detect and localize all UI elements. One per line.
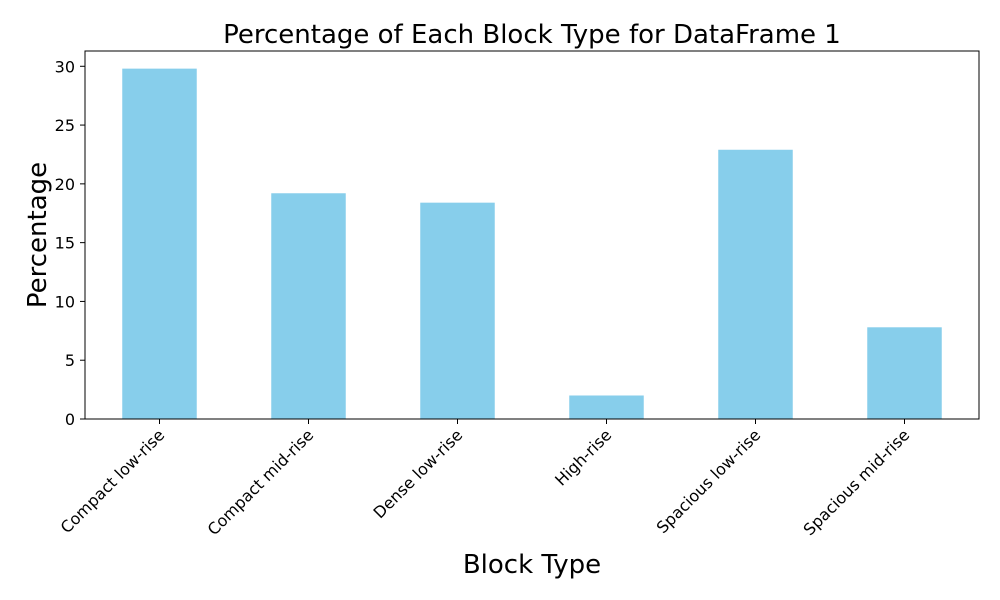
bar-3 (569, 395, 644, 419)
y-axis-label: Percentage (23, 162, 53, 308)
bar-5 (867, 327, 942, 419)
y-axis-ticks: 0 5 10 15 20 25 30 (55, 57, 85, 429)
plot-frame (84, 50, 980, 420)
bar-0 (122, 68, 197, 420)
x-tick-label-1: Compact mid-rise (204, 425, 318, 539)
y-tick-label-0: 0 (65, 410, 75, 429)
y-tick-label-1: 5 (65, 351, 75, 370)
x-tick-label-0: Compact low-rise (57, 425, 169, 537)
x-tick-label-3: High-rise (551, 425, 615, 489)
chart-title: Percentage of Each Block Type for DataFr… (223, 20, 841, 50)
bars-layer (122, 68, 942, 420)
y-tick-label-3: 15 (55, 234, 75, 253)
y-tick-label-5: 25 (55, 116, 75, 135)
x-tick-label-5: Spacious mid-rise (800, 425, 914, 539)
x-tick-label-4: Spacious low-rise (653, 425, 765, 537)
x-axis-label: Block Type (463, 550, 601, 580)
x-axis-ticks: Compact low-rise Compact mid-rise Dense lo… (57, 419, 914, 539)
y-tick-label-6: 30 (55, 57, 75, 76)
bar-1 (271, 193, 346, 419)
bar-4 (718, 149, 793, 419)
x-tick-label-2: Dense low-rise (370, 425, 467, 522)
y-tick-label-2: 10 (55, 292, 75, 311)
bar-2 (420, 202, 495, 419)
axes-layer (84, 50, 980, 420)
y-tick-label-4: 20 (55, 175, 75, 194)
